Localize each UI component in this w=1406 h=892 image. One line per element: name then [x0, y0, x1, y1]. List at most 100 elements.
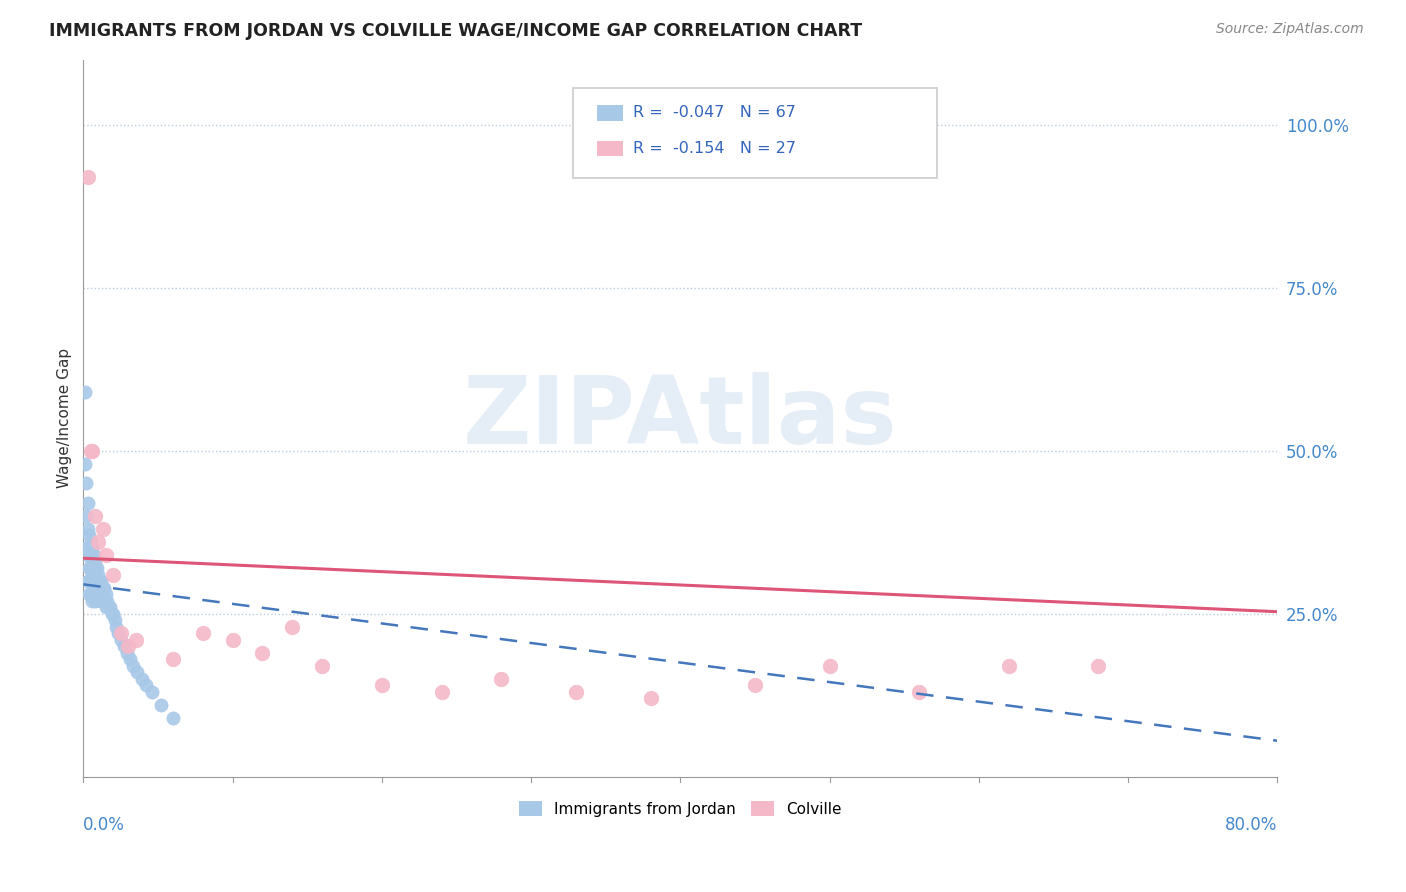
Text: Source: ZipAtlas.com: Source: ZipAtlas.com — [1216, 22, 1364, 37]
Point — [125, 665, 148, 680]
Point — [82, 567, 104, 582]
Point — [101, 567, 124, 582]
Point — [86, 561, 108, 575]
Point — [80, 587, 103, 601]
Point — [77, 587, 100, 601]
Text: R =  -0.047   N = 67: R = -0.047 N = 67 — [633, 105, 796, 120]
Point — [121, 658, 143, 673]
Point — [80, 574, 103, 588]
Point — [98, 600, 121, 615]
Point — [221, 632, 243, 647]
Point — [430, 685, 453, 699]
Point — [252, 646, 274, 660]
Point — [83, 548, 105, 562]
Point — [117, 640, 139, 654]
Bar — [596, 141, 623, 156]
Text: 0.0%: 0.0% — [83, 816, 125, 834]
Point — [87, 574, 110, 588]
Point — [89, 574, 111, 588]
Point — [997, 658, 1019, 673]
Point — [80, 535, 103, 549]
Point — [84, 555, 107, 569]
Point — [90, 574, 112, 588]
Point — [76, 522, 98, 536]
Point — [97, 600, 120, 615]
Point — [86, 587, 108, 601]
Point — [131, 672, 153, 686]
Point — [84, 574, 107, 588]
Point — [124, 632, 146, 647]
Point — [77, 561, 100, 575]
Text: R =  -0.154   N = 27: R = -0.154 N = 27 — [633, 141, 796, 156]
Point — [110, 626, 132, 640]
Point — [101, 607, 124, 621]
Point — [87, 535, 110, 549]
Point — [83, 574, 105, 588]
Point — [100, 607, 122, 621]
Point — [77, 548, 100, 562]
Text: 80.0%: 80.0% — [1225, 816, 1278, 834]
Point — [75, 476, 97, 491]
Point — [87, 587, 110, 601]
Point — [115, 646, 138, 660]
Point — [93, 593, 115, 607]
Point — [91, 587, 114, 601]
Bar — [596, 104, 623, 120]
Point — [1087, 658, 1109, 673]
Point — [565, 685, 588, 699]
Point — [110, 632, 132, 647]
Point — [135, 678, 157, 692]
Point — [118, 652, 141, 666]
Point — [162, 652, 184, 666]
Point — [93, 581, 115, 595]
Point — [83, 587, 105, 601]
Y-axis label: Wage/Income Gap: Wage/Income Gap — [58, 348, 72, 488]
Point — [83, 561, 105, 575]
Point — [94, 600, 117, 615]
Point — [162, 711, 184, 725]
Point — [107, 626, 129, 640]
Point — [76, 169, 98, 184]
Legend: Immigrants from Jordan, Colville: Immigrants from Jordan, Colville — [513, 795, 848, 822]
Point — [640, 691, 662, 706]
Point — [76, 496, 98, 510]
Point — [91, 522, 114, 536]
Point — [105, 620, 128, 634]
Point — [80, 561, 103, 575]
Point — [82, 541, 104, 556]
Point — [371, 678, 394, 692]
Point — [818, 658, 841, 673]
Point — [96, 593, 118, 607]
Point — [77, 528, 100, 542]
Point — [191, 626, 214, 640]
Point — [112, 640, 135, 654]
Point — [90, 593, 112, 607]
Point — [82, 574, 104, 588]
Point — [91, 581, 114, 595]
Point — [75, 541, 97, 556]
Point — [141, 685, 163, 699]
Point — [491, 672, 513, 686]
Point — [281, 620, 304, 634]
Point — [80, 548, 103, 562]
Point — [311, 658, 333, 673]
Point — [82, 555, 104, 569]
Point — [87, 567, 110, 582]
Point — [82, 593, 104, 607]
Point — [86, 574, 108, 588]
Point — [82, 443, 104, 458]
Point — [149, 698, 172, 712]
Point — [908, 685, 931, 699]
Point — [744, 678, 766, 692]
Point — [94, 548, 117, 562]
Point — [104, 613, 127, 627]
FancyBboxPatch shape — [572, 88, 938, 178]
Text: IMMIGRANTS FROM JORDAN VS COLVILLE WAGE/INCOME GAP CORRELATION CHART: IMMIGRANTS FROM JORDAN VS COLVILLE WAGE/… — [49, 22, 862, 40]
Point — [77, 574, 100, 588]
Point — [94, 587, 117, 601]
Point — [84, 593, 107, 607]
Point — [80, 443, 103, 458]
Point — [73, 457, 96, 471]
Point — [76, 574, 98, 588]
Point — [84, 508, 107, 523]
